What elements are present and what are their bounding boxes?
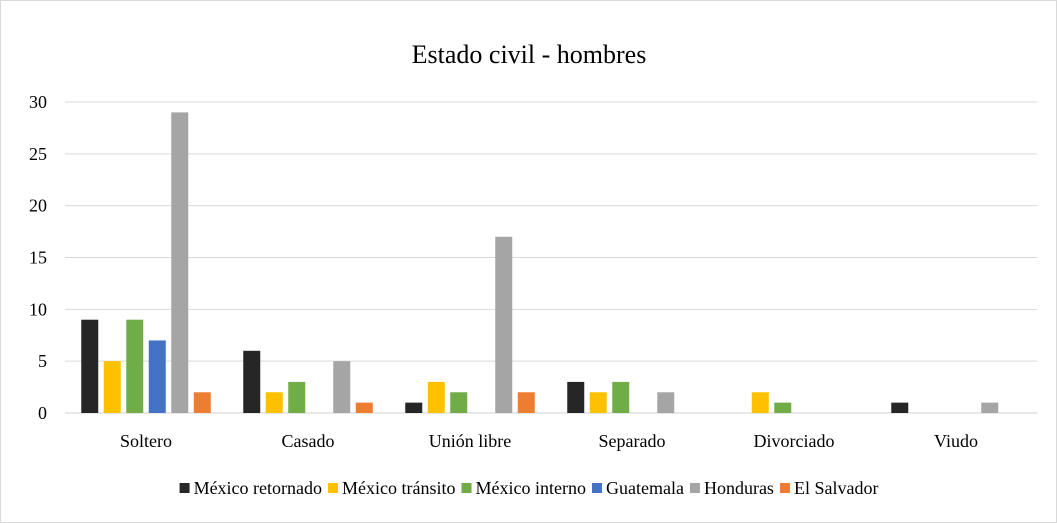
bar bbox=[891, 402, 909, 413]
legend-item: México interno bbox=[461, 478, 586, 498]
legend-label: México interno bbox=[476, 478, 586, 498]
legend-swatch bbox=[328, 483, 339, 493]
y-tick-label: 0 bbox=[38, 403, 47, 423]
y-axis-ticks: 0 5 10 15 20 25 30 bbox=[29, 92, 47, 423]
legend-swatch bbox=[179, 483, 190, 493]
bar bbox=[495, 236, 513, 413]
legend-label: El Salvador bbox=[794, 478, 878, 498]
bar bbox=[657, 392, 675, 413]
legend-label: México tránsito bbox=[342, 478, 455, 498]
y-tick-label: 5 bbox=[38, 351, 47, 371]
bar bbox=[589, 392, 607, 413]
legend-item: México tránsito bbox=[328, 478, 456, 498]
legend: México retornado México tránsito México in… bbox=[179, 478, 878, 498]
bar bbox=[567, 381, 585, 413]
x-category-label: Soltero bbox=[120, 431, 172, 451]
legend-swatch bbox=[461, 483, 472, 493]
bar bbox=[103, 361, 121, 413]
bar bbox=[517, 392, 535, 413]
bar bbox=[288, 381, 306, 413]
bar bbox=[427, 381, 445, 413]
legend-swatch bbox=[591, 483, 602, 493]
legend-label: México retornado bbox=[194, 478, 322, 498]
bar bbox=[171, 112, 189, 413]
x-category-label: Separado bbox=[599, 431, 666, 451]
chart-title: Estado civil - hombres bbox=[412, 40, 647, 69]
legend-item: México retornado bbox=[179, 478, 322, 498]
legend-swatch bbox=[689, 483, 700, 493]
bar bbox=[450, 392, 468, 413]
legend-swatch bbox=[779, 483, 790, 493]
bar bbox=[751, 392, 769, 413]
legend-label: Honduras bbox=[704, 478, 774, 498]
x-category-label: Divorciado bbox=[754, 431, 835, 451]
bar bbox=[981, 402, 999, 413]
bar bbox=[355, 402, 373, 413]
x-category-label: Unión libre bbox=[429, 431, 512, 451]
y-tick-label: 20 bbox=[29, 196, 47, 216]
bar bbox=[612, 381, 630, 413]
bar bbox=[405, 402, 423, 413]
bar bbox=[333, 361, 351, 413]
bar bbox=[81, 319, 99, 413]
x-category-label: Viudo bbox=[934, 431, 978, 451]
bar bbox=[243, 350, 261, 413]
bar bbox=[265, 392, 283, 413]
legend-item: Guatemala bbox=[591, 478, 684, 498]
x-axis-categories: Soltero Casado Unión libre Separado Divorcia… bbox=[120, 431, 978, 451]
x-category-label: Casado bbox=[282, 431, 335, 451]
bar bbox=[126, 319, 144, 413]
legend-item: El Salvador bbox=[779, 478, 878, 498]
bar bbox=[148, 340, 166, 413]
legend-item: Honduras bbox=[689, 478, 774, 498]
gridlines bbox=[65, 101, 1037, 414]
y-tick-label: 30 bbox=[29, 92, 47, 112]
y-tick-label: 10 bbox=[29, 299, 47, 319]
bar bbox=[193, 392, 211, 413]
y-tick-label: 25 bbox=[29, 144, 47, 164]
bars bbox=[81, 112, 999, 413]
bar bbox=[774, 402, 792, 413]
legend-label: Guatemala bbox=[606, 478, 684, 498]
y-tick-label: 15 bbox=[29, 248, 47, 268]
